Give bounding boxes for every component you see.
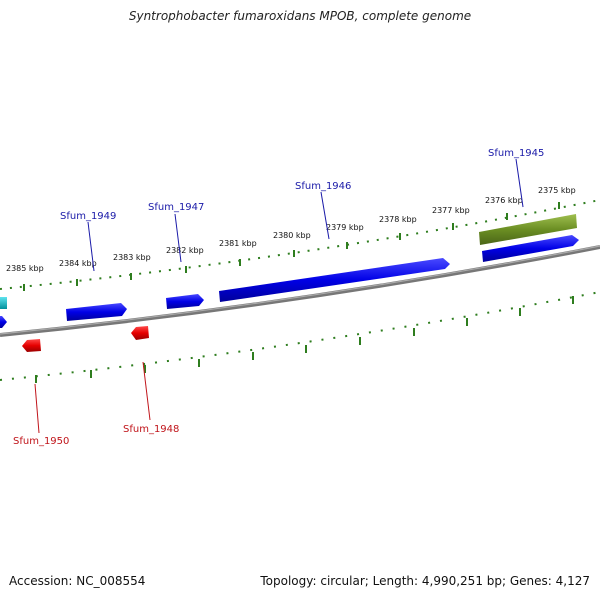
gene-label-sfum-1947[interactable]: Sfum_1947 xyxy=(148,202,204,213)
gene-arrow-partial xyxy=(0,316,7,328)
gene-partial-cyan xyxy=(0,297,7,309)
kbp-label: 2376 kbp xyxy=(485,196,523,205)
kbp-label: 2381 kbp xyxy=(219,239,257,248)
gene-label-sfum-1945[interactable]: Sfum_1945 xyxy=(488,148,544,159)
kbp-label: 2385 kbp xyxy=(6,264,44,273)
reverse-genes xyxy=(22,326,149,352)
kbp-label: 2379 kbp xyxy=(326,223,364,232)
gene-label-sfum-1946[interactable]: Sfum_1946 xyxy=(295,181,351,192)
kbp-label: 2380 kbp xyxy=(273,231,311,240)
leader-sfum-1947 xyxy=(174,213,182,263)
gene-label-sfum-1948[interactable]: Sfum_1948 xyxy=(123,424,179,435)
kbp-label: 2378 kbp xyxy=(379,215,417,224)
gene-arrow-forward[interactable] xyxy=(482,235,579,262)
gene-arrow-sfum-1945[interactable] xyxy=(479,214,577,245)
kbp-label: 2382 kbp xyxy=(166,246,204,255)
gene-label-sfum-1949[interactable]: Sfum_1949 xyxy=(60,211,116,222)
kbp-labels: 2385 kbp 2384 kbp 2383 kbp 2382 kbp 2381… xyxy=(6,186,576,273)
gene-arrow-sfum-1948[interactable] xyxy=(131,326,149,340)
gene-labels: Sfum_1945 Sfum_1946 Sfum_1947 Sfum_1949 … xyxy=(13,148,544,447)
gene-arrow-sfum-1949[interactable] xyxy=(66,303,127,321)
forward-genes xyxy=(0,235,579,328)
genome-backbone-highlight xyxy=(0,245,600,335)
inner-major-ticks xyxy=(35,296,574,383)
leader-sfum-1945 xyxy=(515,158,524,208)
kbp-label: 2377 kbp xyxy=(432,206,470,215)
inner-scale-dots xyxy=(0,291,600,381)
kbp-label: 2383 kbp xyxy=(113,253,151,262)
leader-sfum-1950 xyxy=(34,383,40,434)
gene-arrow-sfum-1950[interactable] xyxy=(22,339,41,352)
diagram-title: Syntrophobacter fumaroxidans MPOB, compl… xyxy=(128,9,472,23)
kbp-label: 2384 kbp xyxy=(59,259,97,268)
accession-text: Accession: NC_008554 xyxy=(9,574,146,588)
leader-sfum-1946 xyxy=(320,191,330,240)
genome-backbone xyxy=(0,245,600,337)
outer-major-ticks xyxy=(23,202,560,291)
label-leaders xyxy=(34,158,524,434)
gene-arrow-sfum-1946[interactable] xyxy=(219,258,450,302)
leader-sfum-1949 xyxy=(87,221,95,272)
gene-label-sfum-1950[interactable]: Sfum_1950 xyxy=(13,436,69,447)
leader-sfum-1948 xyxy=(142,361,151,421)
topology-text: Topology: circular; Length: 4,990,251 bp… xyxy=(260,574,590,588)
gene-arrow-sfum-1947[interactable] xyxy=(166,294,204,309)
kbp-label: 2375 kbp xyxy=(538,186,576,195)
